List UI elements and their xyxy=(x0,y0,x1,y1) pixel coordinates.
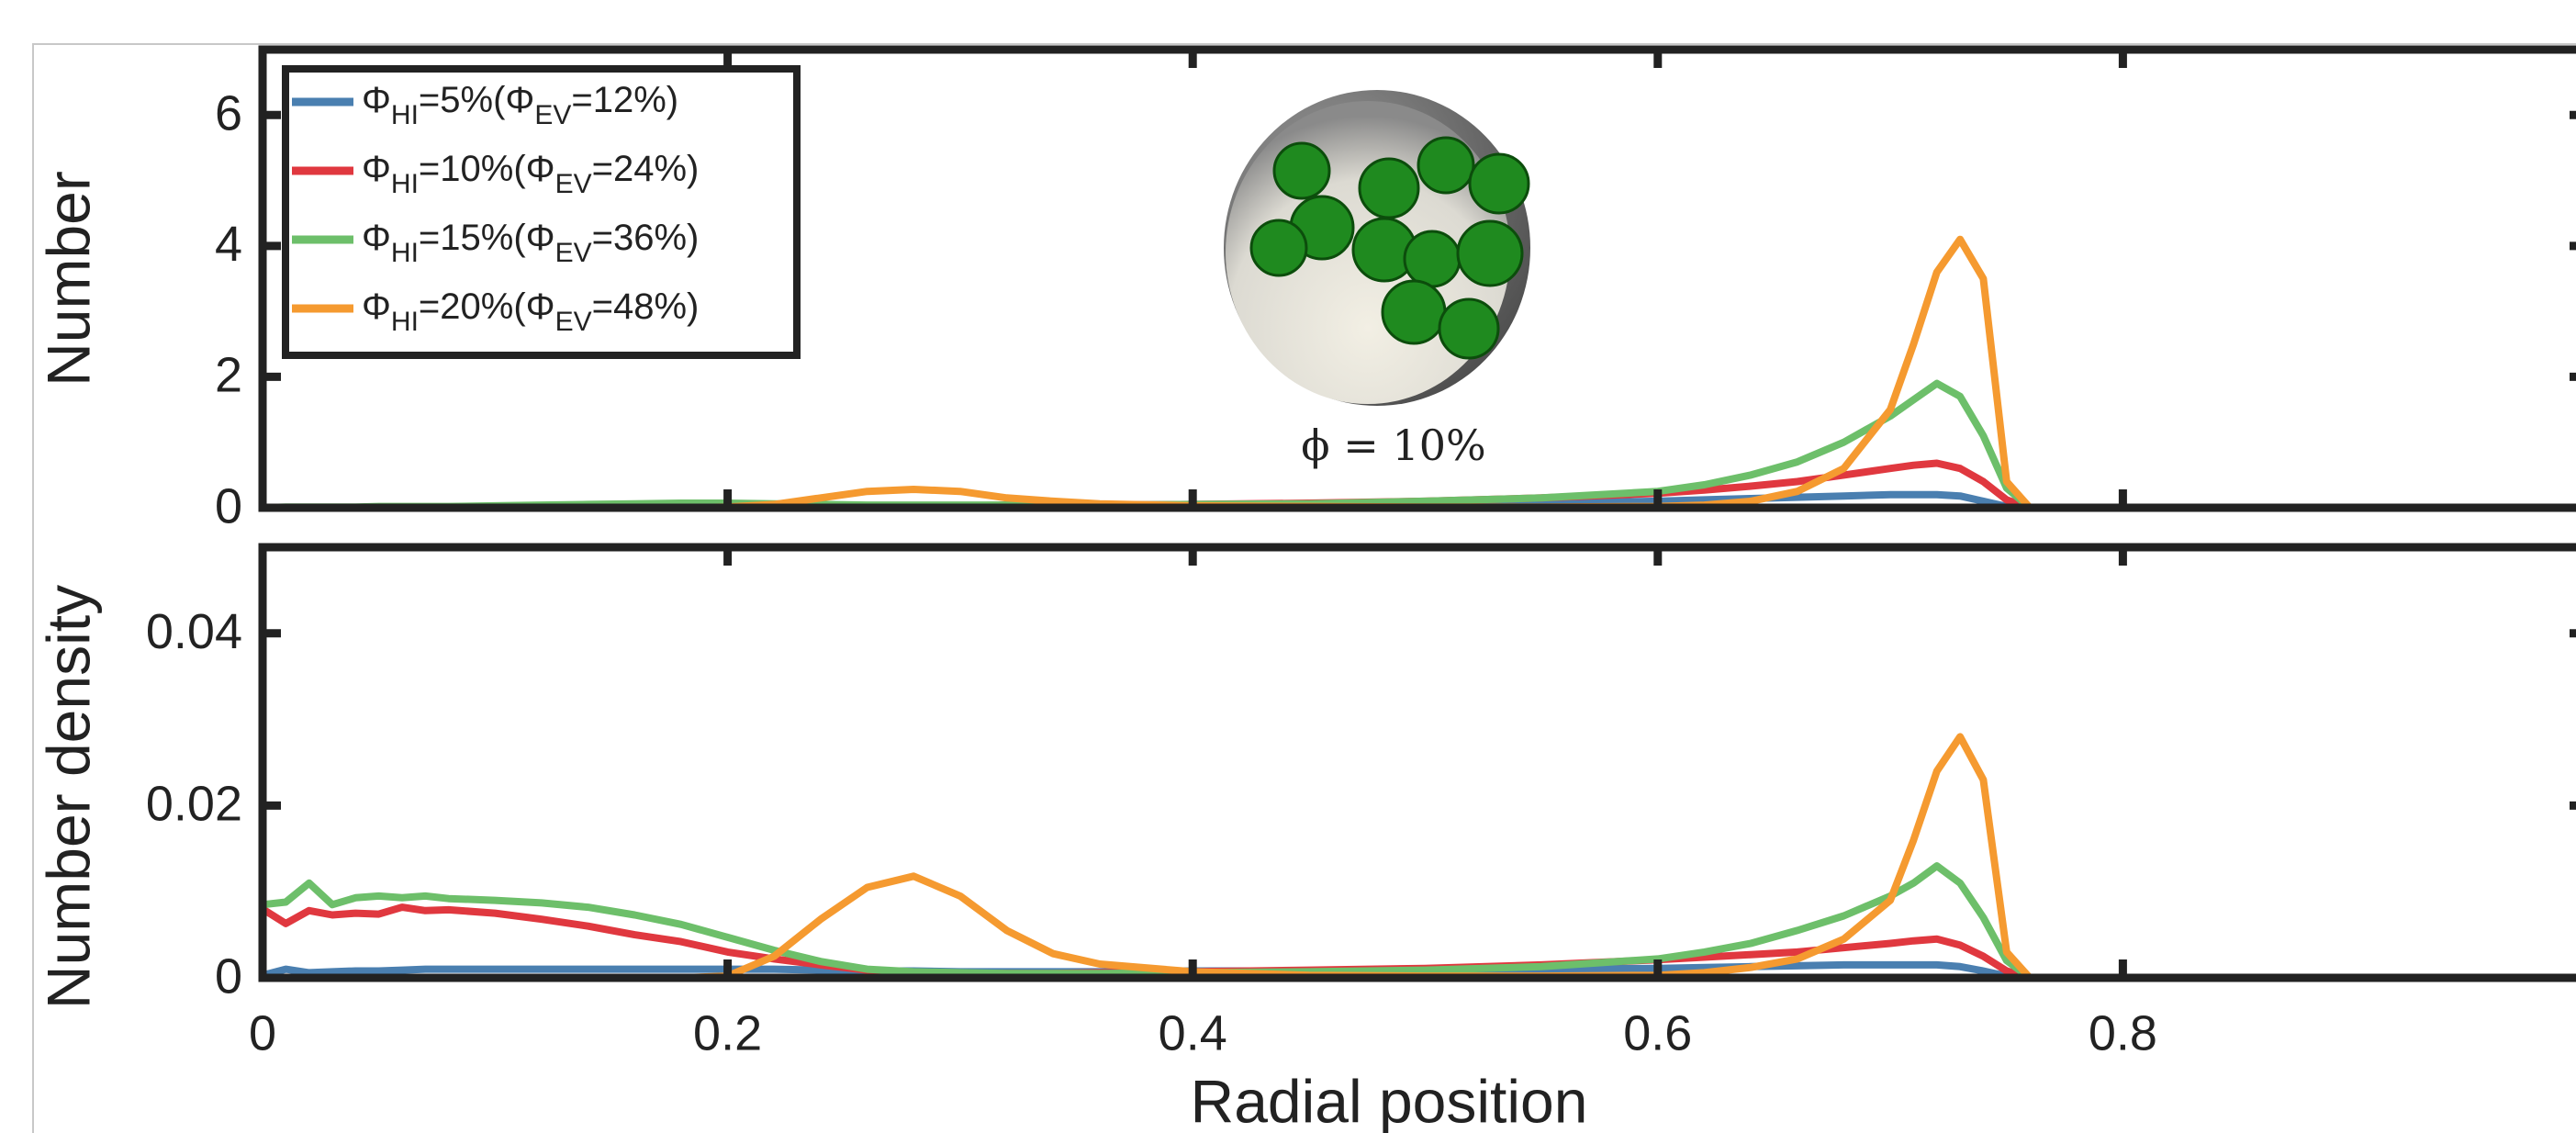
y-tick-label: 4 xyxy=(215,217,242,272)
axes-frame xyxy=(258,543,2576,982)
legend-label: ΦHI=5%(ΦEV=12%) xyxy=(362,80,678,131)
x-axis-label: Radial position xyxy=(1191,1067,1588,1133)
x-tick-label: 0.6 xyxy=(1623,1005,1692,1060)
axes-frame xyxy=(258,45,2576,512)
series-line xyxy=(262,862,2576,982)
y-tick-label: 0 xyxy=(215,948,242,1004)
x-tick-label: 1 xyxy=(2574,1005,2576,1060)
x-tick-label: 0.2 xyxy=(693,1005,762,1060)
y-axis-label: Number density xyxy=(34,585,102,1009)
y-axis-label: Number xyxy=(34,171,102,387)
annotation: ϕ = 10% xyxy=(1301,421,1485,470)
y-tick-label: 2 xyxy=(215,348,242,403)
legend-label: ΦHI=10%(ΦEV=24%) xyxy=(362,149,699,200)
y-tick-label: 0.02 xyxy=(146,777,242,832)
legend-box xyxy=(282,65,801,359)
sphere-inset xyxy=(1224,90,1530,406)
x-tick-label: 0.8 xyxy=(2089,1005,2157,1060)
y-tick-label: 6 xyxy=(215,86,242,141)
y-tick-label: 0.04 xyxy=(146,604,242,659)
y-tick-label: 0 xyxy=(215,478,242,533)
x-tick-label: 0.4 xyxy=(1159,1005,1227,1060)
frame-border xyxy=(32,43,2576,1133)
legend-label: ΦHI=20%(ΦEV=48%) xyxy=(362,286,699,338)
x-tick-label: 0 xyxy=(249,1005,276,1060)
legend-label: ΦHI=15%(ΦEV=36%) xyxy=(362,218,699,269)
series-line xyxy=(263,733,2576,982)
